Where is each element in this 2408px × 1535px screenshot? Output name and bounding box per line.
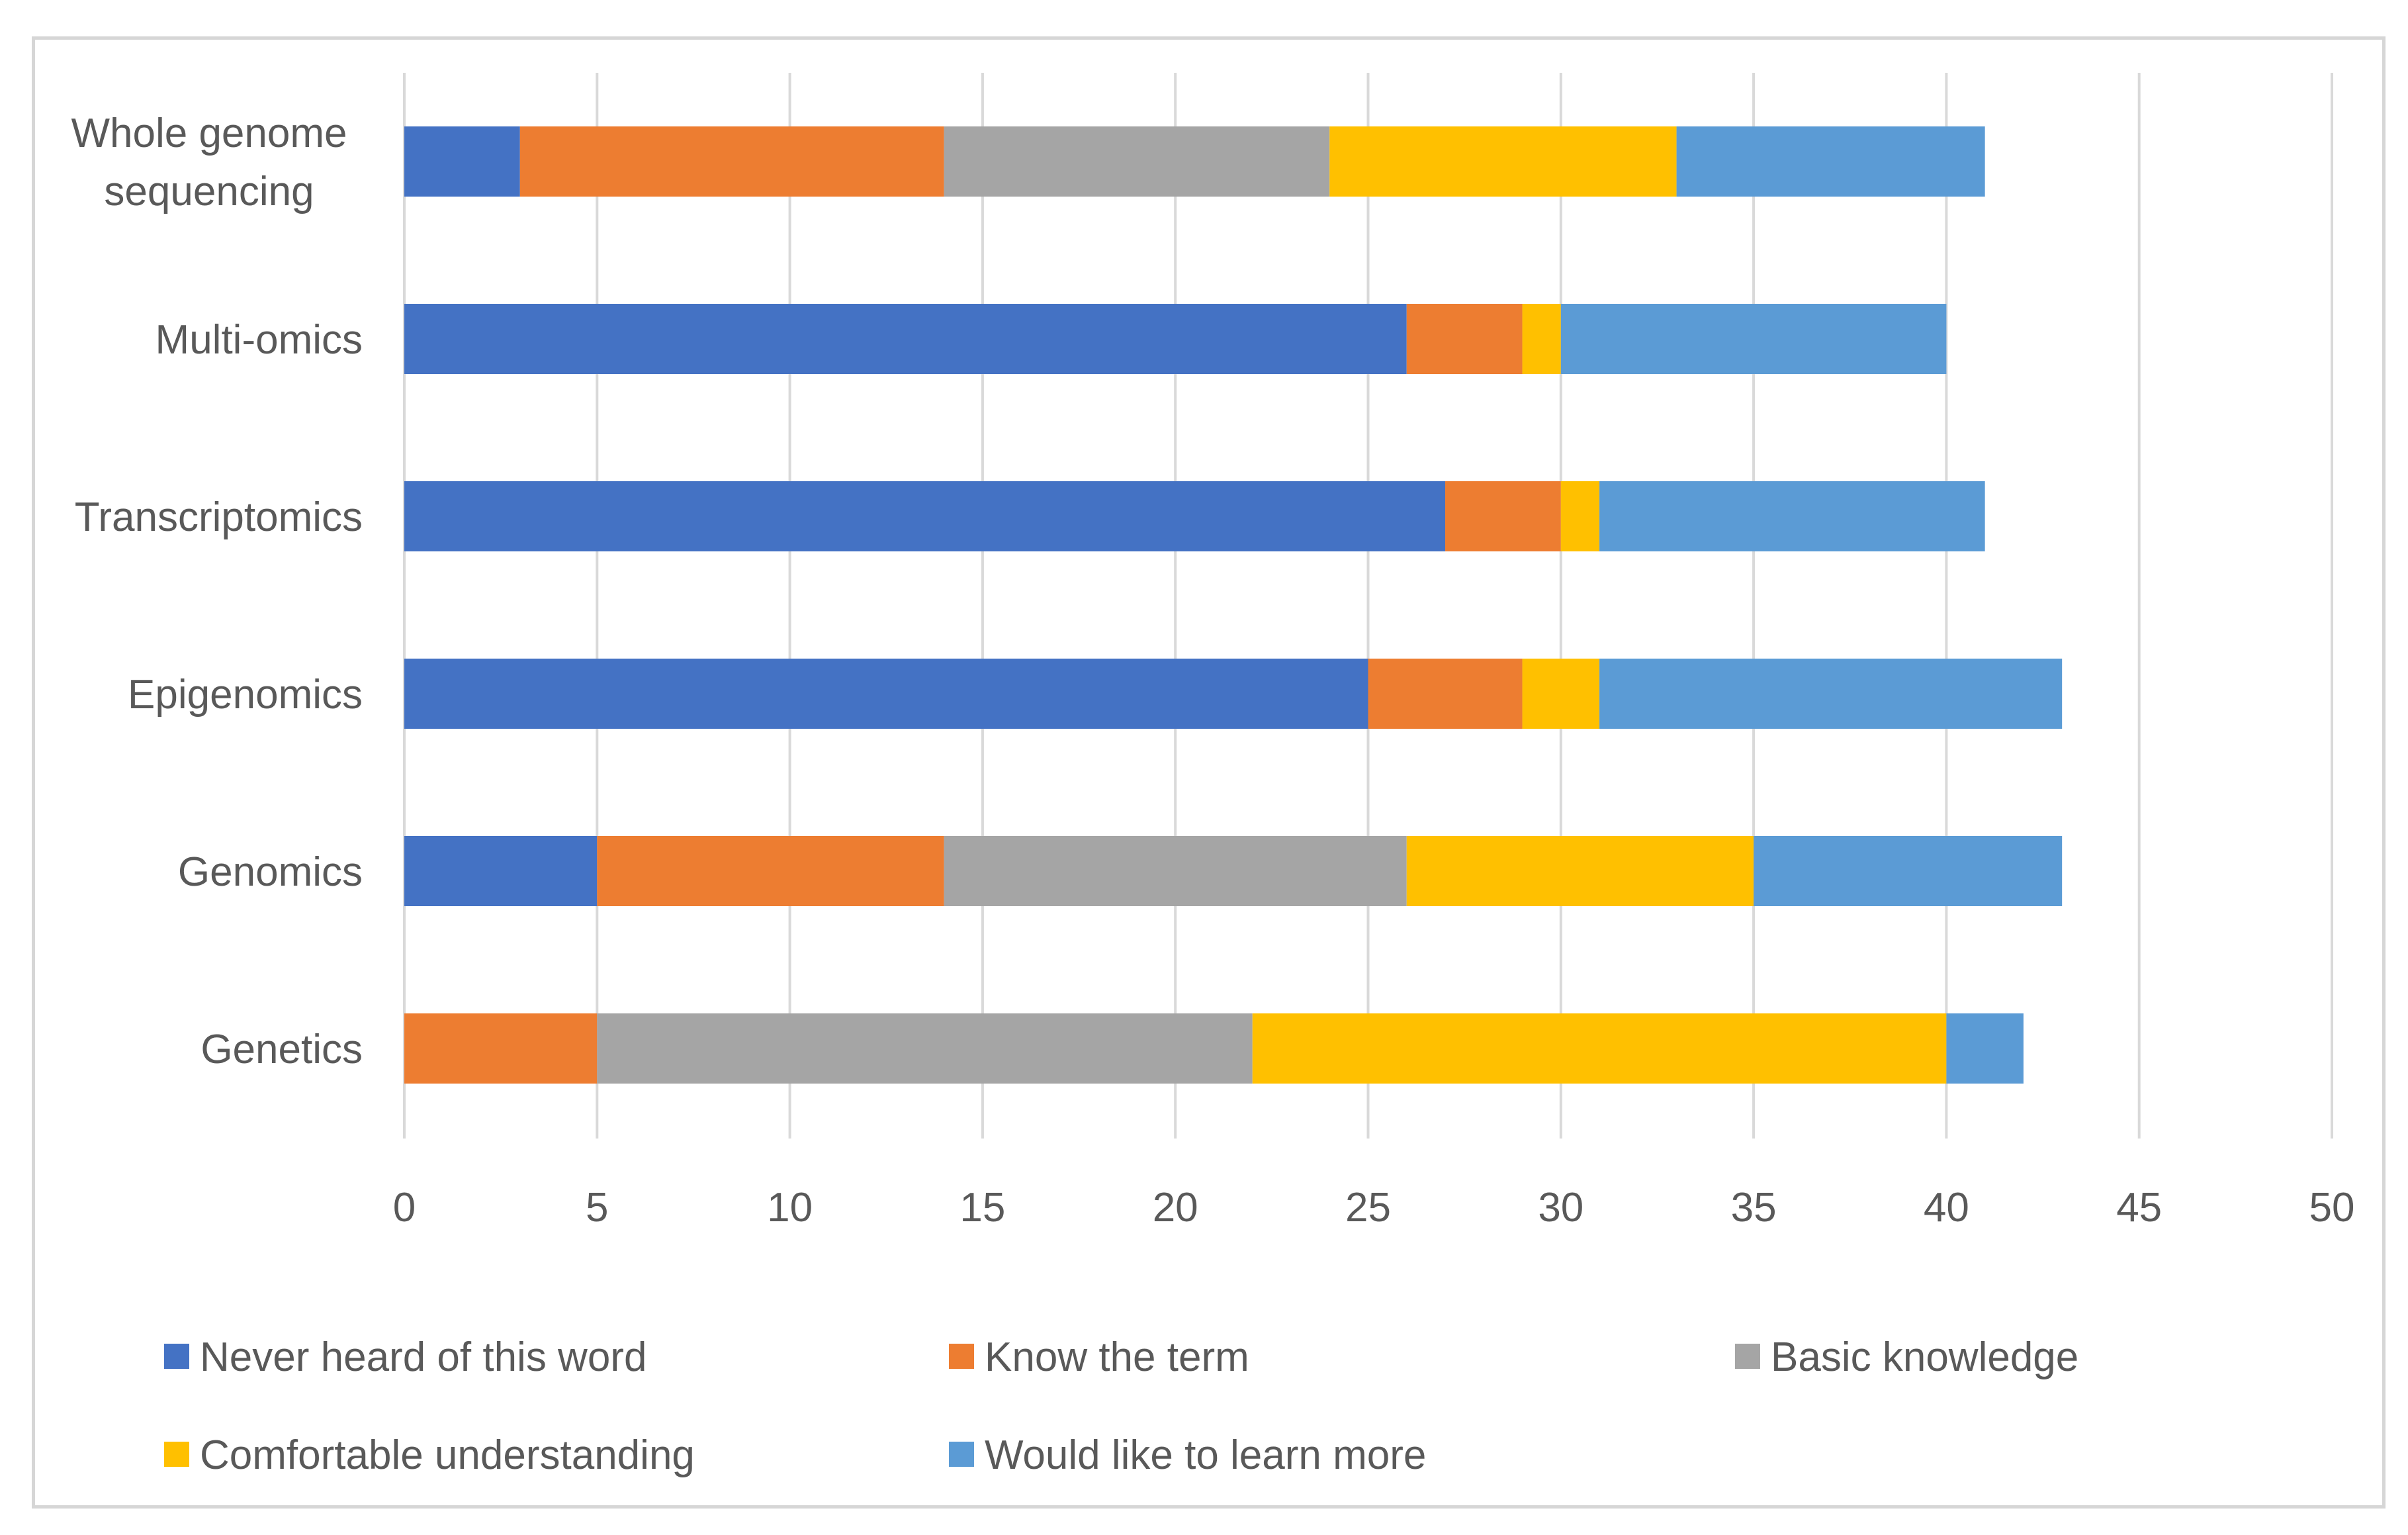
bar-segment	[1560, 304, 1947, 374]
tick-label-30: 30	[1538, 1185, 1583, 1231]
bar-segment	[1329, 126, 1677, 197]
bar-segment	[404, 304, 1407, 374]
tick-label-35: 35	[1731, 1185, 1777, 1231]
legend-label: Know the term	[985, 1334, 1249, 1380]
tick-label-25: 25	[1345, 1185, 1391, 1231]
bar-segment	[1252, 1013, 1947, 1084]
legend-label: Comfortable understanding	[200, 1432, 695, 1478]
bar-segment	[404, 659, 1368, 729]
category-label: Transcriptomics	[75, 494, 363, 540]
tick-label-40: 40	[1924, 1185, 1969, 1231]
legend-label: Never heard of this word	[200, 1334, 647, 1380]
bar-segment	[1599, 481, 1985, 551]
bar-segment	[404, 836, 598, 906]
bar-segment	[1368, 659, 1523, 729]
bar-segment	[1406, 304, 1523, 374]
bar-segment	[1406, 836, 1754, 906]
bar-segment	[1754, 836, 2063, 906]
category-label: Epigenomics	[128, 672, 363, 718]
bar-segment	[944, 836, 1407, 906]
bar-segment	[1445, 481, 1561, 551]
bar-segment	[1599, 659, 2063, 729]
tick-label-50: 50	[2309, 1185, 2355, 1231]
legend-label: Would like to learn more	[985, 1432, 1426, 1478]
category-label: Whole genome sequencing	[71, 111, 347, 214]
bar-segment	[1946, 1013, 2024, 1084]
tick-label-20: 20	[1153, 1185, 1198, 1231]
tick-label-45: 45	[2116, 1185, 2162, 1231]
bar-segment	[1522, 659, 1600, 729]
legend-swatch	[949, 1442, 974, 1467]
tick-label-5: 5	[586, 1185, 608, 1231]
bar-segment	[404, 481, 1446, 551]
legend: Never heard of this word Know the term Bas…	[164, 1334, 2078, 1478]
bars	[404, 126, 2063, 1084]
category-axis: Whole genome sequencing Multi-omics Transcr…	[71, 111, 363, 1072]
chart-frame	[32, 36, 2386, 1509]
legend-swatch	[164, 1344, 189, 1369]
bar-segment	[404, 1013, 598, 1084]
bar-segment	[1522, 304, 1561, 374]
legend-swatch	[1735, 1344, 1760, 1369]
gridlines	[403, 73, 2333, 1139]
legend-swatch	[164, 1442, 189, 1467]
tick-label-10: 10	[767, 1185, 813, 1231]
category-label: Genetics	[201, 1027, 363, 1072]
value-axis: 0 5 10 15 20 25 30 35 40 45 50	[393, 1185, 2355, 1231]
legend-swatch	[949, 1344, 974, 1369]
bar-segment	[1676, 126, 1985, 197]
category-label: Multi-omics	[156, 317, 363, 363]
bar-segment	[1560, 481, 1600, 551]
bar-segment	[597, 836, 944, 906]
bar-segment	[404, 126, 520, 197]
bar-segment	[944, 126, 1330, 197]
bar-segment	[597, 1013, 1253, 1084]
category-label: Genomics	[178, 849, 363, 895]
tick-label-0: 0	[393, 1185, 416, 1231]
bar-segment	[519, 126, 944, 197]
tick-label-15: 15	[959, 1185, 1005, 1231]
legend-label: Basic knowledge	[1771, 1334, 2078, 1380]
